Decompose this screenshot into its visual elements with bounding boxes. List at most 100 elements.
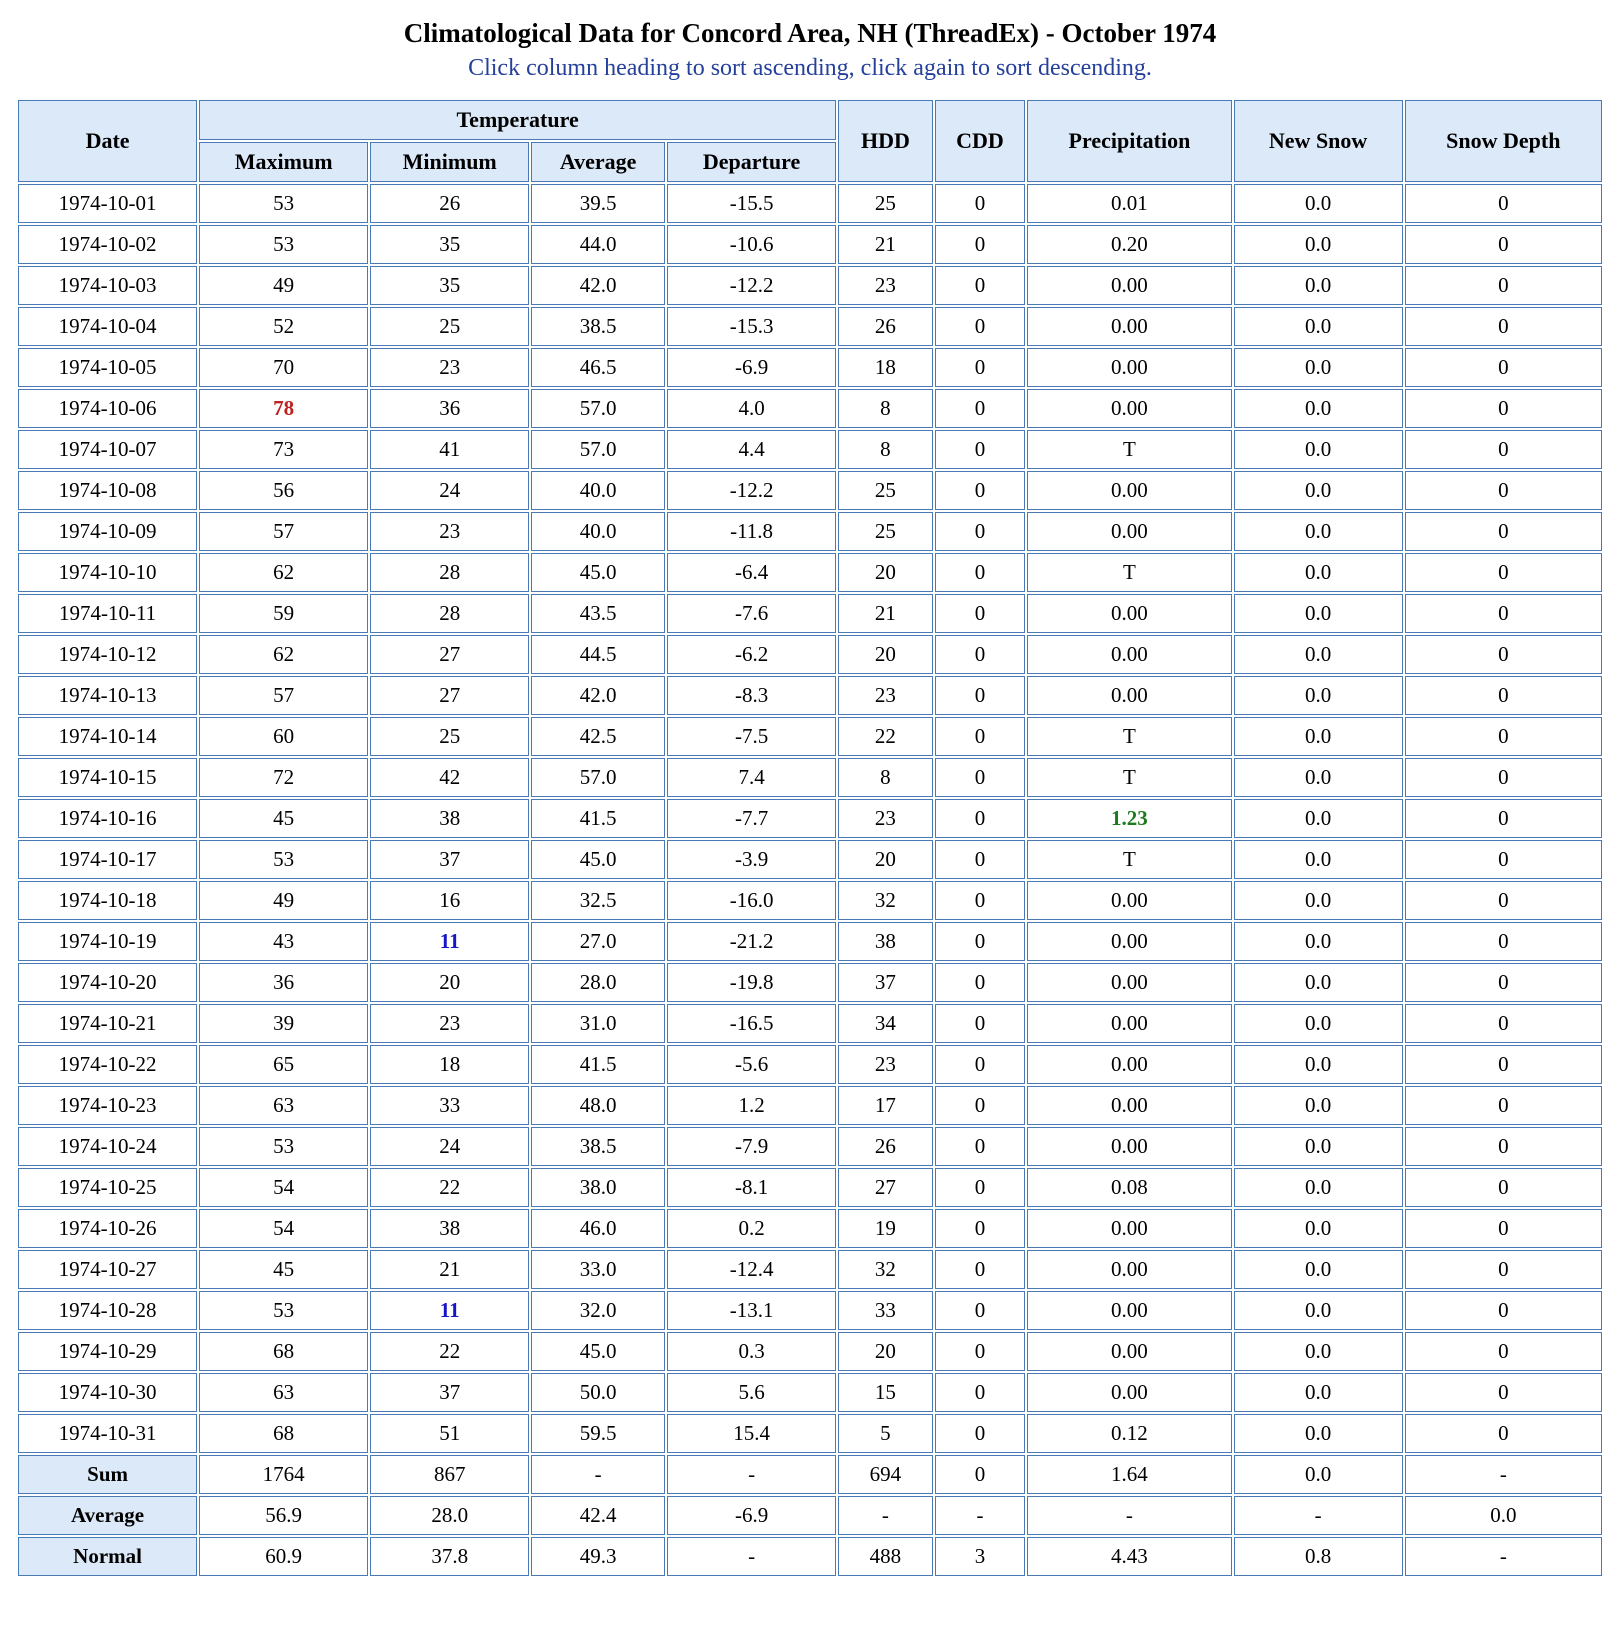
col-group-temperature: Temperature (199, 100, 837, 140)
data-cell: 51 (370, 1414, 530, 1453)
data-cell: 0 (1404, 676, 1602, 715)
data-cell: 32 (838, 881, 933, 920)
data-cell: 40.0 (531, 512, 666, 551)
col-header-hdd[interactable]: HDD (838, 100, 933, 182)
data-cell: 21 (370, 1250, 530, 1289)
data-cell: 0.00 (1027, 512, 1232, 551)
col-header-average[interactable]: Average (531, 142, 666, 182)
data-cell: 0 (934, 1291, 1026, 1330)
data-cell: 0 (934, 635, 1026, 674)
data-cell: 44.0 (531, 225, 666, 264)
data-cell: 0.00 (1027, 881, 1232, 920)
data-cell: 35 (370, 225, 530, 264)
data-cell: -13.1 (667, 1291, 837, 1330)
data-cell: 39 (199, 1004, 369, 1043)
data-cell: 54 (199, 1209, 369, 1248)
summary-cell: 37.8 (370, 1537, 530, 1576)
data-cell: 53 (199, 1127, 369, 1166)
data-cell: 32 (838, 1250, 933, 1289)
data-cell: -6.2 (667, 635, 837, 674)
table-row: 1974-10-27 45 21 33.0 -12.4 32 0 0.00 0.0 0 (18, 1250, 1602, 1289)
data-cell: 0 (934, 1045, 1026, 1084)
data-cell: 36 (199, 963, 369, 1002)
data-cell: 0 (1404, 389, 1602, 428)
data-cell: 33 (370, 1086, 530, 1125)
table-body: 1974-10-01 53 26 39.5 -15.5 25 0 0.01 0.0 0 1974-1… (18, 184, 1602, 1453)
data-cell: 0.0 (1233, 307, 1403, 346)
data-cell: 8 (838, 389, 933, 428)
data-cell: 37 (370, 840, 530, 879)
data-cell: 0.0 (1233, 389, 1403, 428)
data-cell: 0 (1404, 1209, 1602, 1248)
data-cell: -7.5 (667, 717, 837, 756)
data-cell: 16 (370, 881, 530, 920)
data-cell: 62 (199, 635, 369, 674)
date-cell: 1974-10-12 (18, 635, 198, 674)
table-row: 1974-10-23 63 33 48.0 1.2 17 0 0.00 0.0 0 (18, 1086, 1602, 1125)
data-cell-highlight: 78 (199, 389, 369, 428)
data-cell: 37 (838, 963, 933, 1002)
data-cell: 0 (1404, 1250, 1602, 1289)
data-cell: 0.00 (1027, 1373, 1232, 1412)
data-cell: T (1027, 717, 1232, 756)
table-row: 1974-10-08 56 24 40.0 -12.2 25 0 0.00 0.0 0 (18, 471, 1602, 510)
table-row: 1974-10-26 54 38 46.0 0.2 19 0 0.00 0.0 0 (18, 1209, 1602, 1248)
data-cell: 38.0 (531, 1168, 666, 1207)
data-cell: 0.0 (1233, 1168, 1403, 1207)
col-header-snow-depth[interactable]: Snow Depth (1404, 100, 1602, 182)
data-cell: 53 (199, 1291, 369, 1330)
table-row: 1974-10-15 72 42 57.0 7.4 8 0 T 0.0 0 (18, 758, 1602, 797)
data-cell: 27 (370, 635, 530, 674)
data-cell: 23 (838, 1045, 933, 1084)
summary-cell: 49.3 (531, 1537, 666, 1576)
col-header-precipitation[interactable]: Precipitation (1027, 100, 1232, 182)
summary-cell: - (1027, 1496, 1232, 1535)
data-cell: 28.0 (531, 963, 666, 1002)
data-cell: 0.0 (1233, 225, 1403, 264)
table-row: 1974-10-01 53 26 39.5 -15.5 25 0 0.01 0.0 0 (18, 184, 1602, 223)
col-header-departure[interactable]: Departure (667, 142, 837, 182)
data-cell: 45 (199, 1250, 369, 1289)
data-cell: 0 (934, 1332, 1026, 1371)
data-cell: 45.0 (531, 1332, 666, 1371)
data-cell: -7.9 (667, 1127, 837, 1166)
data-cell: 0 (934, 1004, 1026, 1043)
data-cell: 45.0 (531, 553, 666, 592)
data-cell: -6.4 (667, 553, 837, 592)
date-cell: 1974-10-25 (18, 1168, 198, 1207)
table-row: 1974-10-02 53 35 44.0 -10.6 21 0 0.20 0.0 0 (18, 225, 1602, 264)
col-header-new-snow[interactable]: New Snow (1233, 100, 1403, 182)
date-cell: 1974-10-14 (18, 717, 198, 756)
data-cell: 0 (1404, 430, 1602, 469)
data-cell: 42.0 (531, 676, 666, 715)
data-cell: 0.0 (1233, 758, 1403, 797)
data-cell: 0.00 (1027, 348, 1232, 387)
date-cell: 1974-10-19 (18, 922, 198, 961)
data-cell: 0 (1404, 307, 1602, 346)
data-cell: 0.00 (1027, 1332, 1232, 1371)
col-header-maximum[interactable]: Maximum (199, 142, 369, 182)
data-cell: 25 (838, 471, 933, 510)
summary-cell: 488 (838, 1537, 933, 1576)
data-cell: -12.2 (667, 471, 837, 510)
table-row: 1974-10-12 62 27 44.5 -6.2 20 0 0.00 0.0 0 (18, 635, 1602, 674)
data-cell: 23 (370, 1004, 530, 1043)
date-cell: 1974-10-23 (18, 1086, 198, 1125)
data-cell: 32.5 (531, 881, 666, 920)
col-header-date[interactable]: Date (18, 100, 198, 182)
data-cell: 0.0 (1233, 553, 1403, 592)
data-cell: 0 (934, 676, 1026, 715)
data-cell: 42.0 (531, 266, 666, 305)
col-header-minimum[interactable]: Minimum (370, 142, 530, 182)
data-cell: 34 (838, 1004, 933, 1043)
data-cell: 0 (1404, 594, 1602, 633)
table-row: 1974-10-05 70 23 46.5 -6.9 18 0 0.00 0.0 0 (18, 348, 1602, 387)
summary-cell: - (934, 1496, 1026, 1535)
date-cell: 1974-10-10 (18, 553, 198, 592)
data-cell: 0.0 (1233, 717, 1403, 756)
col-header-cdd[interactable]: CDD (934, 100, 1026, 182)
data-cell: 0.0 (1233, 430, 1403, 469)
data-cell: -12.4 (667, 1250, 837, 1289)
data-cell: 0.01 (1027, 184, 1232, 223)
data-cell: 0.00 (1027, 389, 1232, 428)
